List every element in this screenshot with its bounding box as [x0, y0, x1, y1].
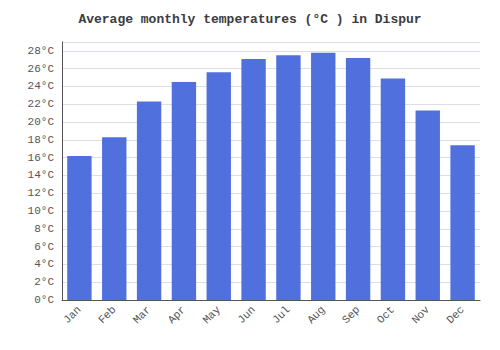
- svg-text:12°C: 12°C: [28, 187, 55, 199]
- svg-text:Aug: Aug: [305, 304, 327, 326]
- svg-text:May: May: [201, 303, 224, 326]
- svg-text:Sep: Sep: [340, 304, 362, 326]
- svg-text:10°C: 10°C: [28, 205, 55, 217]
- svg-text:Nov: Nov: [410, 303, 433, 326]
- svg-text:0°C: 0°C: [34, 294, 54, 306]
- svg-text:Mar: Mar: [131, 304, 153, 326]
- svg-text:14°C: 14°C: [28, 169, 55, 181]
- svg-text:Jul: Jul: [270, 304, 292, 326]
- svg-text:4°C: 4°C: [34, 258, 54, 270]
- svg-text:Average monthly temperatures (: Average monthly temperatures (°C ) in Di…: [78, 12, 421, 27]
- svg-text:2°C: 2°C: [34, 276, 54, 288]
- svg-text:Jan: Jan: [61, 304, 83, 326]
- svg-text:8°C: 8°C: [34, 223, 54, 235]
- svg-text:20°C: 20°C: [28, 116, 55, 128]
- svg-text:Apr: Apr: [166, 304, 188, 326]
- svg-text:Jun: Jun: [235, 304, 257, 326]
- svg-text:Dec: Dec: [444, 304, 466, 326]
- svg-text:26°C: 26°C: [28, 63, 55, 75]
- svg-text:6°C: 6°C: [34, 241, 54, 253]
- svg-text:22°C: 22°C: [28, 98, 55, 110]
- svg-text:28°C: 28°C: [28, 45, 55, 57]
- svg-text:18°C: 18°C: [28, 134, 55, 146]
- svg-text:24°C: 24°C: [28, 80, 55, 92]
- svg-text:16°C: 16°C: [28, 152, 55, 164]
- svg-text:Oct: Oct: [375, 304, 397, 326]
- svg-text:Feb: Feb: [96, 304, 118, 326]
